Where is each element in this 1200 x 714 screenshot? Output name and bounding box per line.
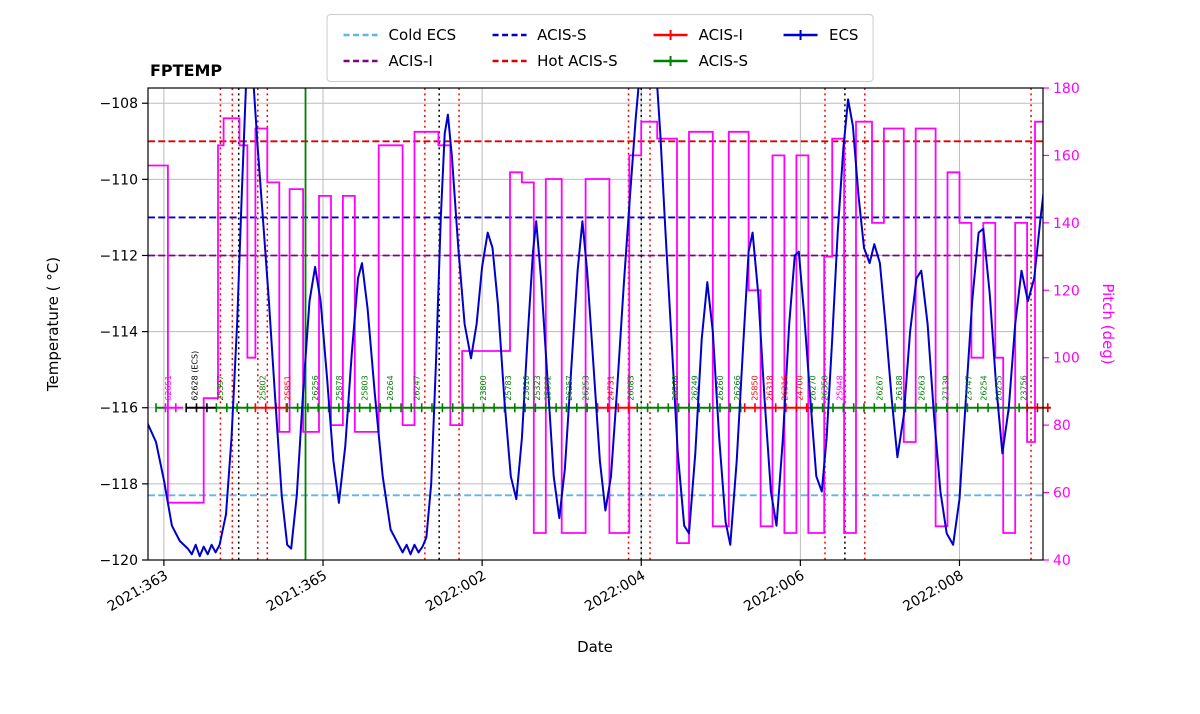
obs-label: 26256 bbox=[311, 375, 320, 400]
plot-frame bbox=[147, 87, 1044, 561]
obs-label: 23800 bbox=[479, 375, 488, 400]
x-axis-label: Date bbox=[577, 638, 613, 656]
legend-label: Cold ECS bbox=[388, 26, 457, 44]
chart-legend: Cold ECS ACIS-I ACIS-S Hot ACIS-S ACIS-I… bbox=[326, 14, 874, 82]
obs-label: 26270 bbox=[808, 375, 817, 400]
obs-label: 26247 bbox=[412, 375, 421, 400]
legend-item-acis-i-limit: ACIS-I bbox=[342, 52, 457, 70]
legend-swatch-0 bbox=[343, 33, 378, 37]
obs-label: 62651 bbox=[164, 375, 173, 400]
obs-label: 24700 bbox=[796, 375, 805, 400]
legend-label: ECS bbox=[828, 26, 859, 44]
y2-tick-label: 160 bbox=[1053, 148, 1080, 164]
legend-item-acis-s-limit: ACIS-S bbox=[490, 26, 617, 44]
x-tick-label: 2022:002 bbox=[423, 568, 489, 615]
obs-label: 26268 bbox=[671, 375, 680, 400]
x-tick-label: 2022:004 bbox=[582, 568, 648, 615]
y2-tick-label: 40 bbox=[1053, 553, 1071, 569]
y2-tick-label: 180 bbox=[1053, 81, 1080, 97]
obs-label: 26254 bbox=[980, 375, 989, 400]
legend-swatch-4 bbox=[653, 30, 688, 40]
obs-label: 26263 bbox=[917, 375, 926, 400]
obs-label: 26249 bbox=[691, 375, 700, 400]
y2-tick-label: 140 bbox=[1053, 216, 1080, 232]
legend-label: ACIS-I bbox=[388, 52, 433, 70]
legend-swatch-1 bbox=[343, 59, 378, 63]
obs-interval-line bbox=[155, 403, 1051, 413]
y-tick-label: −108 bbox=[100, 96, 138, 112]
obs-label: 25948 bbox=[836, 375, 845, 400]
y-tick-label: −120 bbox=[100, 553, 138, 569]
obs-label: 26188 bbox=[895, 375, 904, 400]
pitch-series bbox=[148, 117, 1043, 544]
y-tick-label: −114 bbox=[100, 325, 139, 341]
obs-label: 25850 bbox=[750, 375, 759, 400]
obs-label: 26267 bbox=[875, 375, 884, 400]
obs-label: 25878 bbox=[335, 375, 344, 400]
legend-item-acis-i-obs: ACIS-I bbox=[652, 26, 748, 44]
legend-swatch-3 bbox=[492, 59, 527, 63]
y-tick-label: −110 bbox=[100, 172, 138, 188]
obs-label: 62628 (ECS) bbox=[190, 351, 199, 401]
legend-label: Hot ACIS-S bbox=[537, 52, 618, 70]
obs-label: 26255 bbox=[995, 375, 1004, 400]
legend-label: ACIS-S bbox=[537, 26, 587, 44]
legend-swatch-6 bbox=[783, 30, 818, 40]
y-tick-label: −116 bbox=[100, 401, 139, 417]
y-axis-label: Temperature ( °C) bbox=[44, 257, 62, 392]
obs-label: 26318 bbox=[766, 375, 775, 400]
obs-label: 24731 bbox=[606, 375, 615, 400]
event-vlines bbox=[219, 88, 1032, 560]
obs-label: 25803 bbox=[361, 375, 370, 400]
obs-label: 25783 bbox=[504, 375, 513, 400]
obs-label: 25397 bbox=[216, 375, 225, 400]
obs-label: 25851 bbox=[283, 375, 292, 400]
x-tick-label: 2022:006 bbox=[741, 568, 807, 615]
y-tick-label: −112 bbox=[100, 248, 138, 264]
y-tick-label: −118 bbox=[100, 477, 138, 493]
obs-label: 26083 bbox=[626, 375, 635, 400]
temperature-series bbox=[148, 88, 1043, 558]
x-tick-label: 2021:365 bbox=[264, 568, 330, 615]
obs-label: 26350 bbox=[820, 375, 829, 400]
obs-label: 25323 bbox=[533, 375, 542, 400]
x-tick-label: 2022:008 bbox=[900, 568, 966, 615]
obs-label: 23756 bbox=[1019, 375, 1028, 400]
axes: 2021:363 2021:365 2022:002 2022:004 2022:006… bbox=[100, 81, 1080, 615]
legend-item-cold-ecs: Cold ECS bbox=[342, 26, 457, 44]
chart-title: FPTEMP bbox=[150, 61, 222, 80]
legend-item-hot-acis-s: Hot ACIS-S bbox=[490, 52, 618, 70]
legend-swatch-5 bbox=[653, 56, 688, 66]
obs-label: 26253 bbox=[582, 375, 591, 400]
obs-label: 27139 bbox=[941, 375, 950, 400]
obs-label: 23747 bbox=[964, 375, 973, 400]
obs-label: 26260 bbox=[716, 375, 725, 400]
y2-tick-label: 60 bbox=[1053, 486, 1071, 502]
obs-label: 25810 bbox=[522, 375, 531, 400]
legend-item-ecs: ECS bbox=[782, 26, 858, 44]
x-tick-label: 2021:363 bbox=[105, 568, 171, 615]
legend-label: ACIS-S bbox=[698, 52, 748, 70]
y2-axis-label: Pitch (deg) bbox=[1099, 283, 1117, 364]
obs-label: 26316 bbox=[781, 375, 790, 400]
obs-label: 26264 bbox=[386, 375, 395, 400]
legend-swatch-2 bbox=[492, 33, 527, 37]
legend-label: ACIS-I bbox=[698, 26, 743, 44]
obs-label: 25692 bbox=[544, 375, 553, 400]
legend-item-acis-s-obs: ACIS-S bbox=[652, 52, 748, 70]
y2-tick-label: 80 bbox=[1053, 418, 1071, 434]
obs-label: 26257 bbox=[565, 375, 574, 400]
y2-tick-label: 100 bbox=[1053, 351, 1080, 367]
y2-tick-label: 120 bbox=[1053, 283, 1080, 299]
obs-label: 26266 bbox=[733, 375, 742, 400]
plot-dynamic: 62651 62628 (ECS) 25397 25802 25851 26256 2587… bbox=[100, 81, 1080, 615]
obs-labels: 62651 62628 (ECS) 25397 25802 25851 26256 2587… bbox=[164, 351, 1028, 401]
obs-label: 25802 bbox=[259, 375, 268, 400]
